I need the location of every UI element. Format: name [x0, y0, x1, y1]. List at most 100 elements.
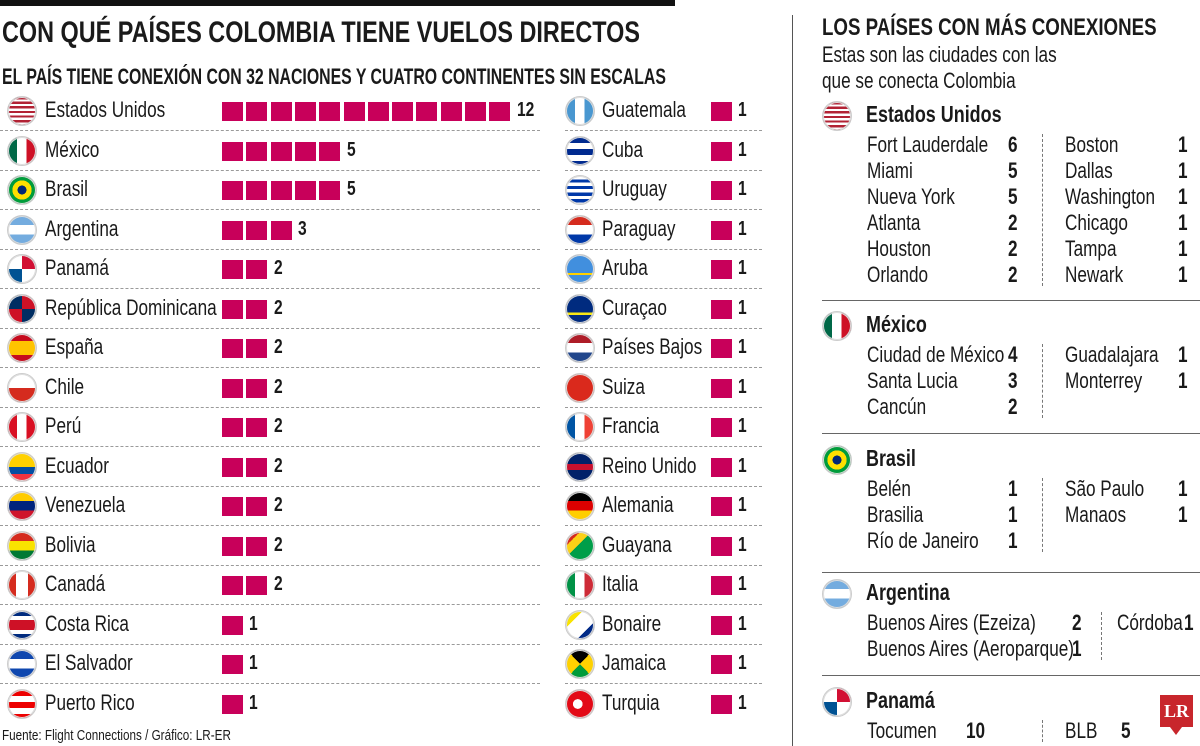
city-name-text: Fort Lauderdale	[867, 132, 989, 157]
flight-square	[246, 576, 268, 595]
section-divider	[822, 572, 1200, 573]
country-name-text: Reino Unido	[602, 452, 697, 478]
flag-bo-icon	[7, 530, 37, 561]
country-count-text: 1	[738, 612, 747, 635]
flight-square	[319, 141, 341, 161]
flag-sv-icon	[7, 649, 37, 679]
city-name-text: Brasilia	[867, 502, 924, 527]
country-count: 12	[517, 99, 539, 122]
city-count: 2	[990, 394, 1020, 420]
country-count: 1	[738, 257, 749, 280]
flight-square	[270, 220, 292, 240]
city-count-text: 1	[1177, 158, 1188, 183]
row-divider	[565, 406, 762, 408]
country-name: Alemania	[602, 492, 694, 518]
row-divider	[565, 683, 762, 684]
country-name: Estados Unidos	[45, 97, 199, 123]
flag-bq-icon	[565, 609, 595, 640]
country-count-text: 2	[273, 573, 283, 595]
country-name: Canadá	[45, 571, 122, 597]
city-count-text: 2	[1007, 210, 1018, 235]
row-divider	[0, 367, 540, 368]
country-name: Ecuador	[45, 453, 127, 479]
right-title: LOS PAÍSES CON MÁS CONEXIONES	[822, 14, 1200, 42]
flag-uy-icon	[565, 175, 595, 205]
country-name-text: Brasil	[45, 176, 88, 201]
country-count-text: 1	[738, 533, 747, 556]
country-count-text: 2	[273, 257, 283, 279]
city-count: 1	[990, 476, 1020, 502]
flight-square	[711, 655, 732, 674]
row-divider	[0, 446, 540, 447]
flight-square	[711, 457, 732, 477]
flag-pa-icon	[822, 687, 852, 717]
country-name: Guayana	[602, 532, 691, 558]
country-count: 1	[738, 652, 749, 675]
flight-square	[711, 694, 732, 714]
flight-square	[222, 576, 243, 595]
country-count-text: 1	[738, 178, 747, 200]
country-name: Argentina	[45, 216, 139, 242]
country-count-text: 1	[738, 138, 747, 161]
city-count: 1	[1168, 262, 1190, 288]
country-name-text: Guayana	[602, 531, 672, 557]
right-title-text: LOS PAÍSES CON MÁS CONEXIONES	[822, 14, 1157, 41]
city-name: Miami	[867, 158, 926, 184]
city-count: 1	[1168, 342, 1190, 368]
row-divider	[0, 248, 540, 250]
city-count-text: 1	[1177, 476, 1188, 501]
country-name-text: España	[45, 334, 104, 359]
country-name-text: Países Bajos	[602, 334, 703, 359]
city-name: São Paulo	[1065, 476, 1167, 502]
section-divider	[822, 433, 1200, 434]
city-name-text: Cancún	[867, 394, 927, 419]
country-count: 5	[347, 178, 358, 201]
city-count: 1	[1168, 158, 1190, 184]
country-name-text: Bonaire	[602, 610, 662, 636]
section-country: México	[866, 311, 944, 338]
flight-square	[222, 299, 243, 319]
row-divider	[565, 564, 762, 566]
flight-square	[270, 141, 292, 161]
country-name: República Dominicana	[45, 295, 265, 321]
flight-square	[246, 102, 268, 121]
flag-aw-icon	[565, 254, 595, 284]
row-divider	[565, 248, 762, 250]
city-name-text: Chicago	[1065, 210, 1128, 235]
city-count: 2	[990, 210, 1020, 236]
city-name: Monterrey	[1065, 368, 1164, 394]
flight-square	[319, 102, 341, 121]
country-name-text: Paraguay	[602, 215, 676, 241]
country-count: 2	[274, 534, 285, 557]
flight-square	[222, 536, 243, 556]
country-name: Cuba	[602, 137, 655, 163]
section-divider	[822, 675, 1200, 676]
country-count: 2	[274, 297, 285, 320]
city-count: 1	[1168, 132, 1190, 158]
vertical-divider	[792, 15, 793, 746]
top-bar	[0, 0, 675, 6]
country-count: 1	[738, 336, 749, 359]
row-divider	[565, 209, 762, 210]
country-name-text: República Dominicana	[45, 294, 217, 320]
city-name-text: Newark	[1065, 262, 1124, 287]
flight-square	[465, 102, 486, 121]
flag-py-icon	[565, 214, 595, 245]
city-count: 2	[990, 262, 1020, 288]
flight-square	[440, 102, 462, 121]
column-divider	[1042, 720, 1043, 742]
row-divider	[565, 604, 762, 605]
city-count: 1	[1168, 502, 1190, 528]
country-count: 1	[738, 218, 749, 241]
country-name: Chile	[45, 374, 95, 400]
country-name-text: Jamaica	[602, 650, 666, 675]
country-count-text: 1	[738, 99, 747, 121]
country-count: 1	[738, 692, 749, 715]
city-count-text: 6	[1007, 132, 1018, 157]
country-name: México	[45, 137, 115, 163]
city-count: 1	[1168, 184, 1190, 210]
flag-fr-icon	[565, 412, 595, 442]
country-name: Brasil	[45, 176, 100, 202]
city-count-text: 1	[1177, 184, 1188, 209]
city-count-text: 5	[1007, 184, 1018, 209]
